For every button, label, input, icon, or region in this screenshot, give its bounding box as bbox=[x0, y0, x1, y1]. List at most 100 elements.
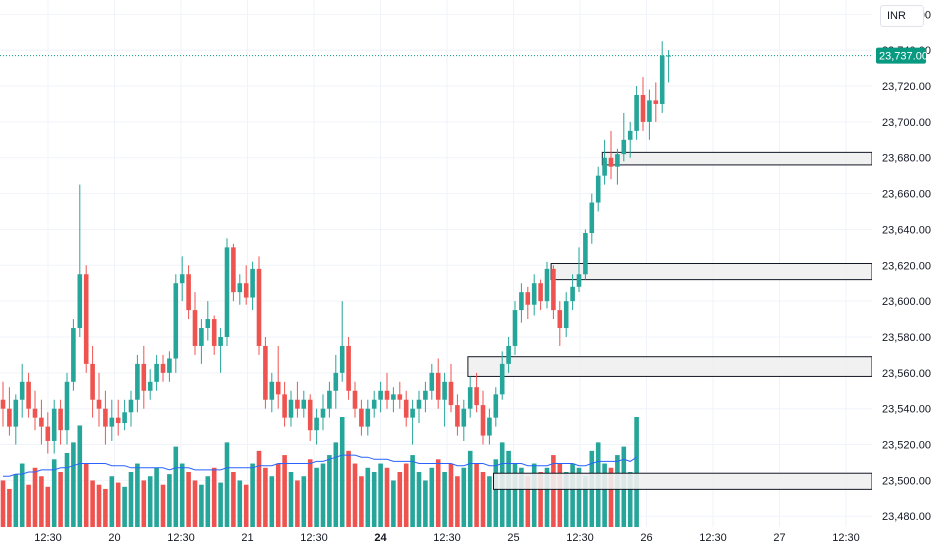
price-axis[interactable]: 23,480.00 23,500.00 23,520.00 23,540.00 23,5… bbox=[872, 0, 932, 550]
candle bbox=[531, 274, 537, 316]
candle-body bbox=[487, 417, 492, 436]
volume-bar bbox=[333, 442, 339, 527]
candle bbox=[634, 86, 639, 140]
candle bbox=[109, 399, 115, 441]
volume-bar bbox=[243, 484, 249, 527]
volume-bar bbox=[429, 467, 435, 527]
volume-bar bbox=[352, 463, 358, 527]
volume-bar bbox=[122, 486, 127, 527]
candle-body bbox=[173, 283, 179, 359]
candle-body bbox=[275, 381, 281, 395]
volume-bar bbox=[205, 476, 211, 527]
candle-body bbox=[391, 394, 396, 400]
candle bbox=[307, 394, 313, 441]
candle bbox=[442, 372, 447, 427]
volume-bar bbox=[602, 463, 607, 527]
candle bbox=[39, 399, 44, 445]
time-axis[interactable]: 12:30 20 12:30 21 12:30 24 12:30 25 12:30 26 12:30… bbox=[0, 527, 872, 550]
candle bbox=[659, 41, 665, 113]
volume-bar bbox=[90, 480, 95, 527]
candle-body bbox=[647, 100, 652, 122]
candle-body bbox=[557, 310, 563, 329]
candle-body bbox=[58, 408, 63, 431]
price-tick-label: 23,640.00 bbox=[882, 224, 931, 236]
candle-body bbox=[288, 399, 294, 418]
time-tick-label: 12:30 bbox=[300, 532, 328, 544]
candle bbox=[410, 399, 415, 445]
candle-body bbox=[602, 157, 607, 176]
volume-bar bbox=[544, 467, 550, 527]
volume-bar bbox=[346, 450, 351, 527]
candle-body bbox=[109, 417, 115, 427]
candle bbox=[199, 319, 204, 364]
zone-box bbox=[493, 472, 873, 490]
candle-body bbox=[256, 268, 262, 346]
time-tick-label: 12:30 bbox=[699, 532, 727, 544]
candle bbox=[19, 363, 25, 418]
candle bbox=[563, 292, 569, 337]
candle-body bbox=[269, 381, 275, 400]
candle-body bbox=[243, 283, 249, 298]
currency-button[interactable]: INR bbox=[880, 5, 924, 27]
candle-body bbox=[218, 336, 223, 346]
candle-body bbox=[192, 310, 198, 346]
candle-body bbox=[653, 100, 659, 104]
candle-body bbox=[295, 399, 300, 409]
candle bbox=[589, 193, 595, 244]
candle-body bbox=[320, 408, 326, 418]
volume-bar bbox=[480, 472, 486, 527]
candle bbox=[45, 412, 51, 454]
volume-bar bbox=[416, 472, 422, 527]
candle bbox=[135, 354, 140, 413]
volume-bar bbox=[282, 455, 287, 527]
volume-bar bbox=[583, 476, 588, 527]
candle bbox=[77, 184, 83, 337]
candle-body bbox=[583, 233, 588, 275]
candle-body bbox=[474, 387, 479, 406]
zone-box bbox=[601, 151, 873, 166]
candle bbox=[250, 261, 255, 311]
price-tick-label: 23,580.00 bbox=[882, 332, 931, 344]
candle-body bbox=[147, 381, 153, 391]
candle bbox=[269, 372, 275, 413]
candle bbox=[295, 381, 300, 418]
candle-body bbox=[410, 408, 415, 418]
volume-bar bbox=[378, 463, 383, 527]
volume-bar bbox=[493, 459, 499, 527]
price-tick-label: 23,700.00 bbox=[882, 117, 931, 129]
candle bbox=[13, 394, 19, 445]
candle-body bbox=[314, 417, 319, 431]
candle bbox=[186, 265, 191, 320]
volume-bar bbox=[237, 480, 243, 527]
candle bbox=[115, 399, 121, 436]
candle bbox=[474, 372, 479, 413]
candle bbox=[147, 369, 153, 400]
candle bbox=[346, 336, 351, 400]
candle bbox=[122, 399, 127, 431]
time-tick-label: 24 bbox=[374, 532, 387, 544]
candle-body bbox=[570, 286, 575, 302]
volume-bar bbox=[307, 459, 313, 527]
candle bbox=[570, 274, 575, 311]
candle bbox=[480, 390, 486, 445]
volume-bar bbox=[32, 467, 38, 527]
candle bbox=[608, 130, 614, 180]
candle-body bbox=[595, 175, 601, 203]
candle-body bbox=[71, 328, 76, 382]
zone-box bbox=[550, 263, 873, 281]
volume-bar bbox=[435, 459, 441, 527]
candle-body bbox=[563, 301, 569, 329]
volume-bar bbox=[339, 417, 345, 527]
candle bbox=[218, 328, 223, 373]
candle bbox=[583, 229, 588, 280]
time-axis-background bbox=[0, 527, 872, 550]
volume-bar bbox=[397, 472, 403, 527]
candle-body bbox=[493, 394, 499, 418]
candle-body bbox=[39, 417, 44, 427]
candle bbox=[544, 261, 550, 309]
candle-body bbox=[77, 274, 83, 329]
candle-body bbox=[359, 408, 364, 427]
candle bbox=[640, 77, 646, 131]
